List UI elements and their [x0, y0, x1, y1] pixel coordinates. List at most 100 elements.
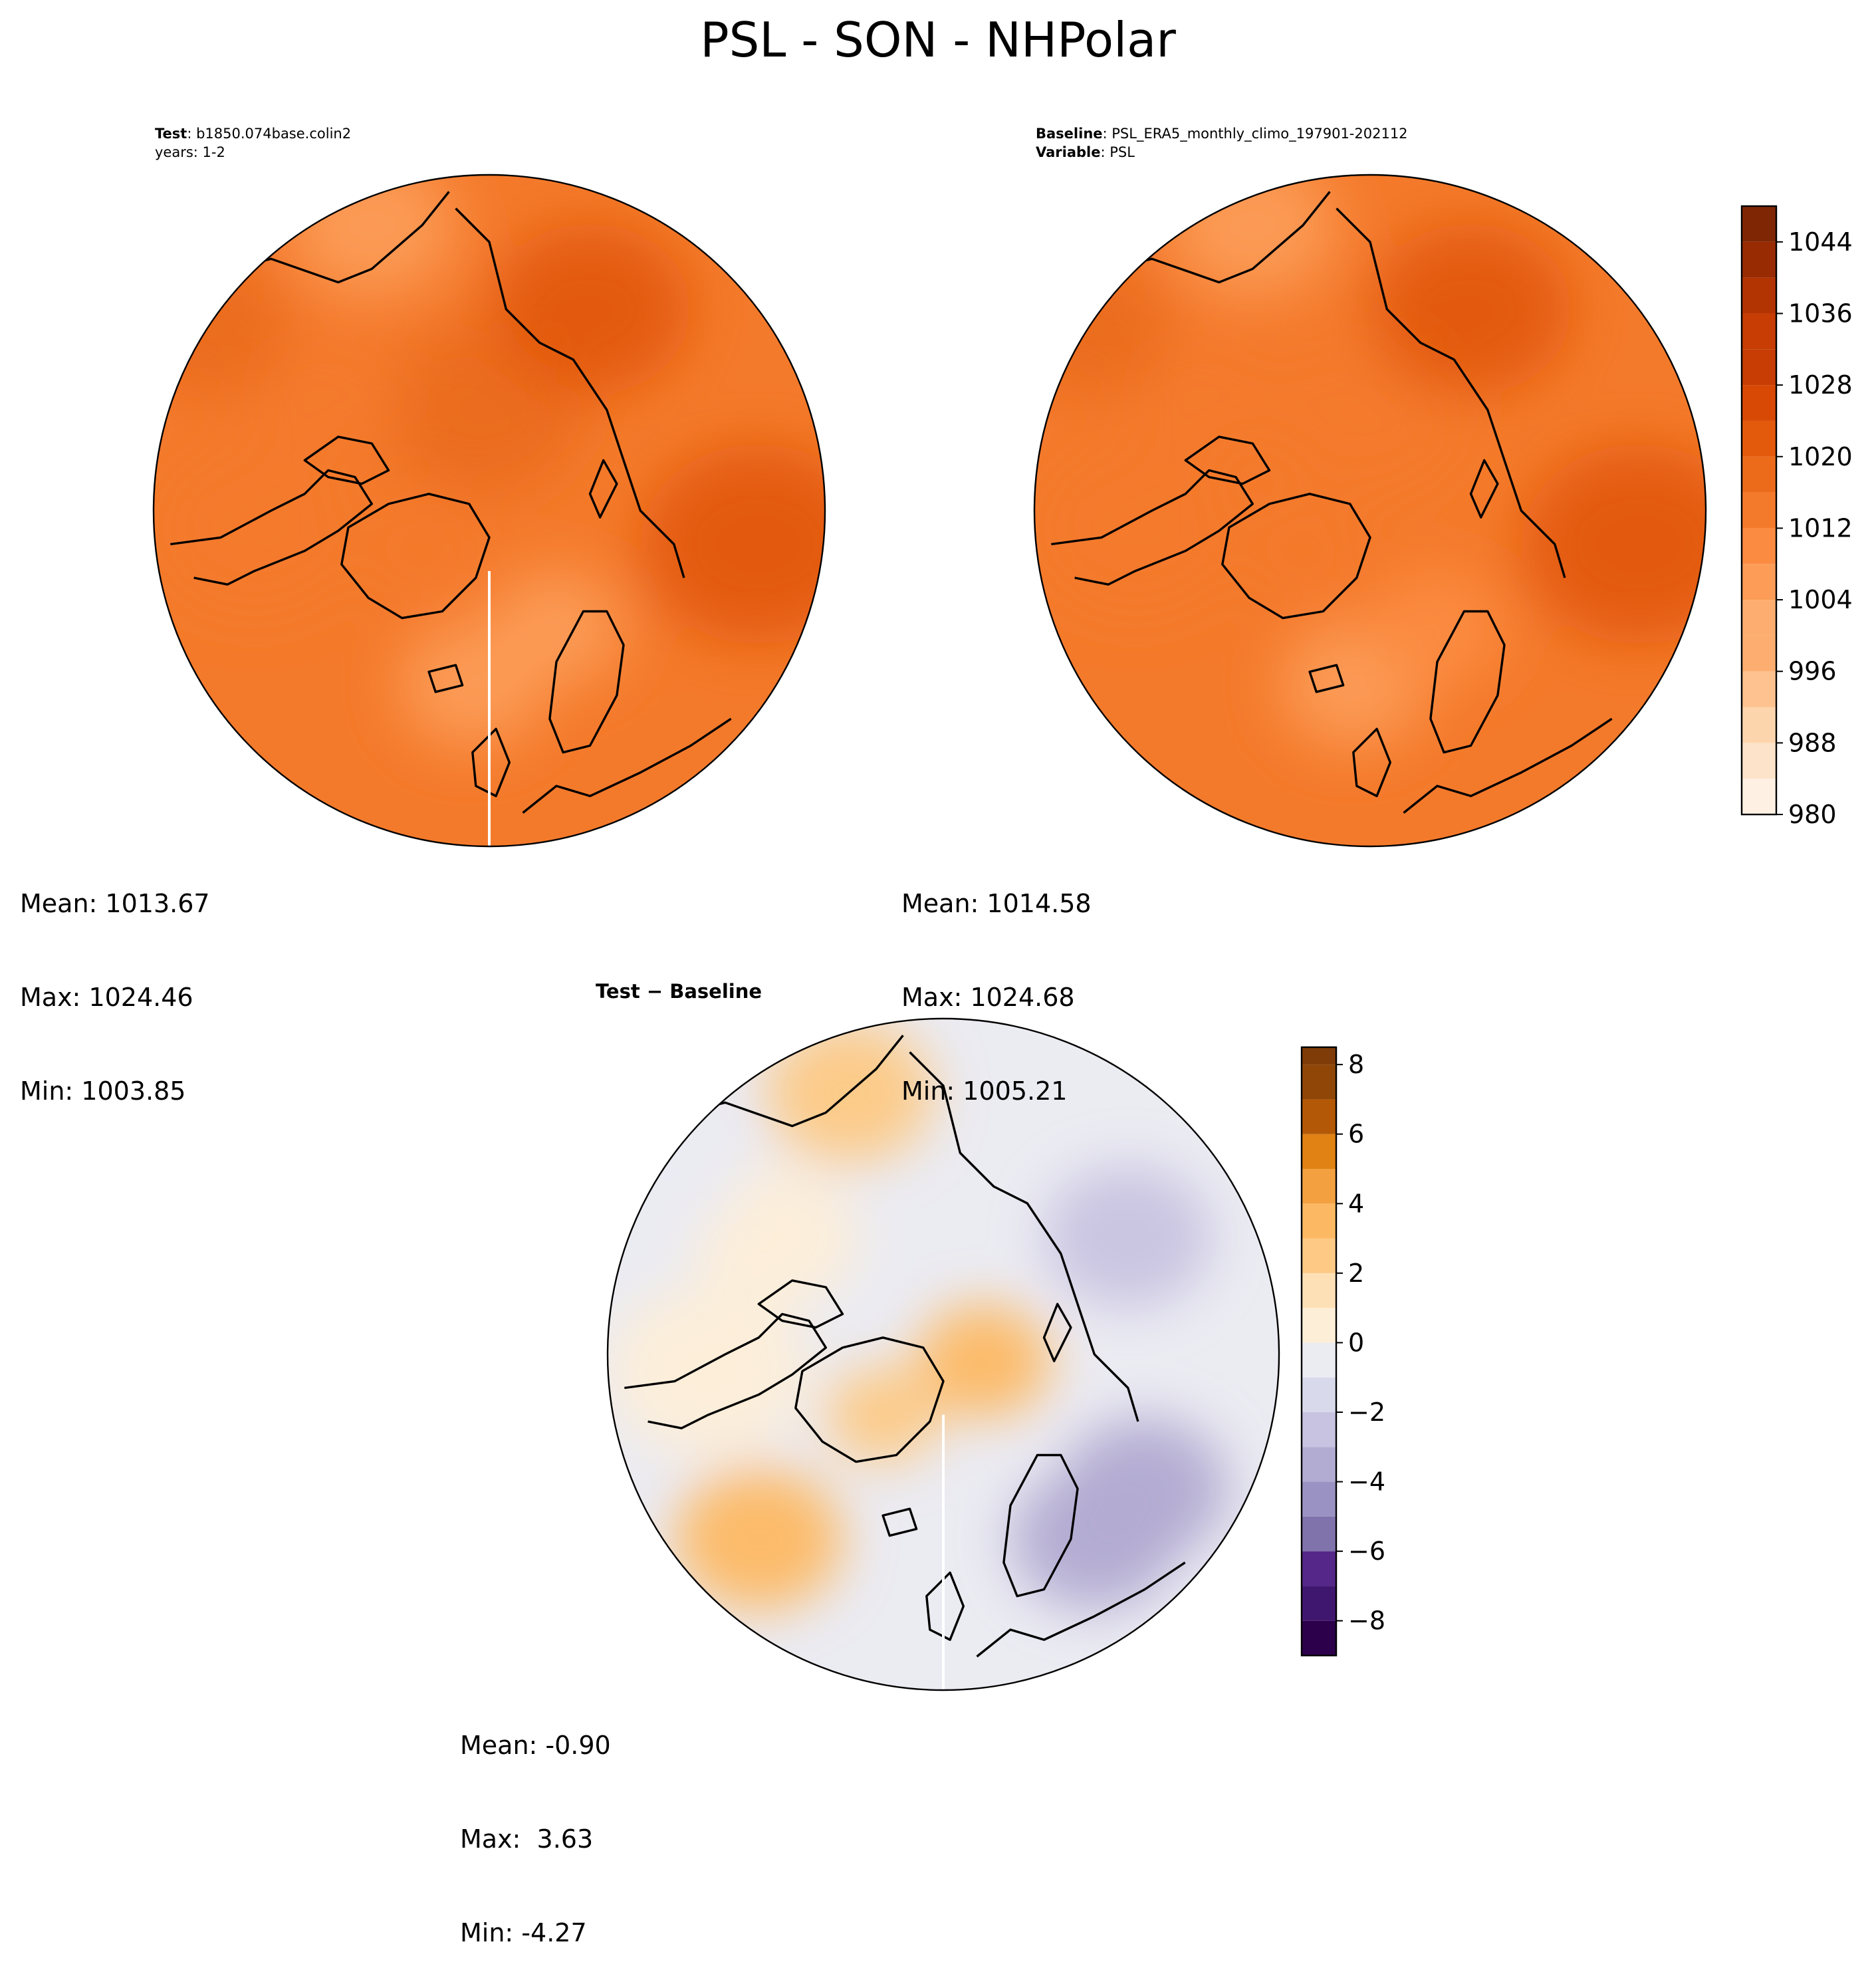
field-feature-alaska — [691, 1165, 860, 1308]
difference-stats: Mean: -0.90 Max: 3.63 Min: -4.27 — [460, 1668, 611, 1980]
psl-colorbar-tick-label-7: 1036 — [1788, 299, 1853, 328]
psl-colorbar-tick-label-5: 1020 — [1788, 442, 1853, 471]
test-case-label: Test: b1850.074base.colin2 years: 1-2 — [155, 124, 351, 162]
psl-colorbar-frame — [1740, 205, 1778, 816]
field-feature-greenland — [826, 1366, 940, 1463]
coastline-6 — [471, 727, 511, 797]
field-feature-ne-pacific — [154, 254, 288, 398]
diff-colorbar-band-10 — [1302, 1273, 1336, 1308]
test-label-bold: Test — [155, 126, 187, 142]
diff-colorbar-band-8 — [1302, 1342, 1336, 1378]
baseline-stats: Mean: 1014.58 Max: 1024.68 Min: 1005.21 — [901, 826, 1092, 1138]
coastline-1 — [624, 1312, 827, 1429]
coastline-8 — [1469, 459, 1499, 519]
map-test — [152, 174, 826, 848]
coastline-4 — [455, 207, 685, 578]
field-feature-norwegian-sea — [1370, 570, 1504, 685]
baseline-variable-text: : PSL — [1100, 144, 1135, 160]
figure-suptitle: PSL - SON - NHPolar — [700, 12, 1176, 68]
psl-colorbar-band-4 — [1742, 635, 1776, 672]
baseline-label-bold: Baseline — [1036, 126, 1103, 142]
coastline-5 — [1429, 610, 1506, 754]
diff-colorbar-band-3 — [1302, 1516, 1336, 1552]
field-feature-canada — [608, 1285, 809, 1457]
coastline-0 — [1221, 493, 1371, 620]
coastline-1 — [170, 469, 373, 586]
test-stats: Mean: 1013.67 Max: 1024.46 Min: 1003.85 — [20, 826, 210, 1138]
diff-colorbar-band-9 — [1302, 1308, 1336, 1343]
psl-colorbar-band-8 — [1742, 492, 1776, 529]
diff-colorbar-band-15 — [1302, 1099, 1336, 1134]
diff-colorbar-band-11 — [1302, 1238, 1336, 1273]
test-mean: Mean: 1013.67 — [20, 889, 210, 918]
field-feature-ne-pacific — [1034, 254, 1169, 398]
baseline-mean: Mean: 1014.58 — [901, 889, 1092, 918]
diff-colorbar-band-5 — [1302, 1447, 1336, 1482]
psl-colorbar-band-7 — [1742, 528, 1776, 564]
test-min: Min: 1003.85 — [20, 1076, 186, 1106]
coastline-9 — [1403, 717, 1613, 814]
map-baseline — [1033, 174, 1707, 848]
psl-colorbar-band-16 — [1742, 206, 1776, 242]
colorbar-psl: 980 988 996 1004 1012 1020 1028 1036 1044 — [1740, 205, 1853, 829]
psl-colorbar-tick-label-4: 1012 — [1788, 513, 1853, 543]
psl-colorbar-band-9 — [1742, 456, 1776, 493]
coastline-7 — [1308, 664, 1345, 693]
field-feature-western-siberia — [1060, 1417, 1229, 1560]
psl-colorbar-band-1 — [1742, 743, 1776, 779]
difference-max: Max: 3.63 — [460, 1824, 594, 1854]
map-boundary — [1033, 174, 1707, 848]
psl-colorbar-band-10 — [1742, 420, 1776, 457]
psl-colorbar-band-12 — [1742, 349, 1776, 386]
psl-colorbar-band-5 — [1742, 600, 1776, 636]
baseline-max: Max: 1024.68 — [901, 983, 1075, 1012]
diff-colorbar-tick-label-8: 8 — [1348, 1050, 1364, 1079]
coastline-8 — [1042, 1302, 1072, 1362]
psl-colorbar-tick-label-2: 996 — [1788, 657, 1837, 686]
coastline-7 — [427, 664, 464, 693]
diff-colorbar-band-1 — [1302, 1586, 1336, 1621]
psl-colorbar-band-15 — [1742, 241, 1776, 278]
diff-colorbar-band-2 — [1302, 1551, 1336, 1586]
coastline-0 — [340, 493, 491, 620]
psl-colorbar-tick-label-3: 1004 — [1788, 585, 1853, 614]
diff-colorbar-tick-label-0: −8 — [1348, 1606, 1385, 1636]
baseline-case-label: Baseline: PSL_ERA5_monthly_climo_197901-… — [1036, 124, 1408, 162]
test-label-text: : b1850.074base.colin2 — [187, 126, 352, 142]
field-feature-siberia — [489, 223, 691, 395]
psl-colorbar-band-6 — [1742, 564, 1776, 600]
baseline-min: Min: 1005.21 — [901, 1076, 1068, 1106]
diff-colorbar-band-0 — [1302, 1620, 1336, 1656]
diff-colorbar-band-6 — [1302, 1412, 1336, 1447]
coastline-8 — [588, 459, 618, 519]
diff-colorbar-band-12 — [1302, 1203, 1336, 1239]
psl-colorbar-band-3 — [1742, 671, 1776, 707]
difference-mean: Mean: -0.90 — [460, 1731, 611, 1760]
diff-colorbar-band-14 — [1302, 1134, 1336, 1169]
diff-colorbar-tick-label-1: −6 — [1348, 1537, 1385, 1566]
coastline-7 — [881, 1507, 918, 1537]
coastline-4 — [1336, 207, 1566, 578]
field-feature-canada — [1034, 441, 1236, 614]
diff-colorbar-tick-label-3: −2 — [1348, 1398, 1385, 1427]
diff-colorbar-band-16 — [1302, 1064, 1336, 1100]
coastline-9 — [976, 1561, 1186, 1658]
field-feature-central-east-atlantic — [675, 1467, 843, 1611]
field-feature-central-asia — [1521, 444, 1706, 644]
coastline-4 — [909, 1051, 1139, 1422]
coastline-0 — [794, 1336, 945, 1463]
test-max: Max: 1024.46 — [20, 983, 193, 1012]
field-feature-kara-sea-n-siberia — [1044, 1165, 1212, 1308]
coastline-2 — [303, 435, 390, 485]
coastline-1 — [1051, 469, 1254, 586]
coastline-9 — [522, 717, 732, 814]
baseline-variable-bold: Variable — [1036, 144, 1101, 160]
map-boundary — [152, 174, 826, 848]
psl-colorbar-band-2 — [1742, 707, 1776, 743]
diff-colorbar-tick-label-5: 2 — [1348, 1259, 1364, 1288]
baseline-label-text: : PSL_ERA5_monthly_climo_197901-202112 — [1102, 126, 1408, 142]
diff-colorbar-frame — [1300, 1046, 1338, 1657]
diff-colorbar-band-13 — [1302, 1169, 1336, 1204]
map-difference — [606, 1017, 1280, 1691]
coastline-2 — [757, 1279, 844, 1329]
